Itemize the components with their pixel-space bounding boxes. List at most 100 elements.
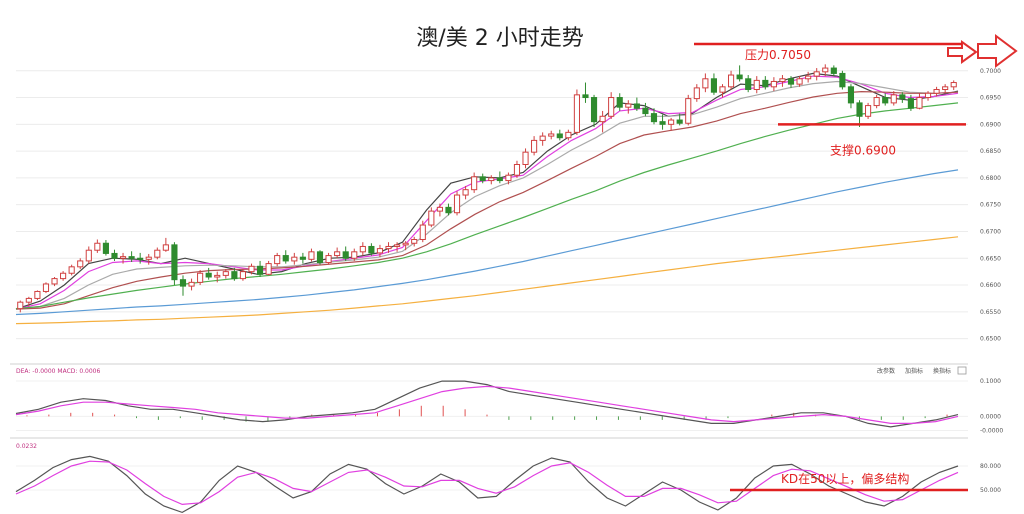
candle-body bbox=[342, 251, 349, 259]
candle-body bbox=[830, 67, 837, 74]
candle-body bbox=[505, 174, 512, 182]
candle-body bbox=[907, 98, 914, 109]
y-tick-label: 0.6850 bbox=[980, 148, 1001, 155]
candle-body bbox=[685, 98, 692, 124]
candle-body bbox=[942, 86, 949, 90]
candle-body bbox=[839, 72, 846, 88]
y-tick-label: 0.1000 bbox=[980, 378, 1001, 385]
candle-body bbox=[488, 177, 495, 182]
candle-body bbox=[316, 251, 324, 264]
candle-body bbox=[796, 78, 803, 85]
panel-button-label: 改参数 bbox=[877, 367, 895, 375]
candle-body bbox=[736, 74, 743, 80]
candle-body bbox=[453, 194, 461, 214]
candle-body bbox=[479, 176, 486, 182]
kd-annotations: KD在50以上，偏多结构 bbox=[730, 471, 968, 492]
candle-body bbox=[565, 131, 572, 139]
candle-body bbox=[34, 290, 41, 299]
candle-body bbox=[573, 94, 580, 133]
kd-k-line bbox=[15, 455, 959, 514]
candle-body bbox=[154, 249, 161, 258]
candle-body bbox=[385, 245, 392, 250]
candle-body bbox=[847, 86, 855, 104]
candle-body bbox=[68, 266, 75, 274]
macd-buttons: 改参数 加指标 换指标 bbox=[877, 366, 967, 375]
candle-body bbox=[428, 210, 435, 226]
candle-body bbox=[813, 71, 820, 77]
price-grid bbox=[16, 70, 968, 340]
y-tick-label: 0.6800 bbox=[980, 175, 1001, 182]
candle-body bbox=[351, 251, 358, 259]
chart-title: 澳/美 2 小时走势 bbox=[416, 26, 583, 51]
candle-body bbox=[522, 151, 529, 166]
candle-body bbox=[162, 244, 169, 251]
candle-body bbox=[282, 255, 289, 262]
candle-body bbox=[650, 113, 658, 123]
candle-body bbox=[419, 224, 426, 241]
resistance-label: 压力0.7050 bbox=[745, 48, 811, 62]
candle-body bbox=[513, 164, 521, 176]
candle-body bbox=[531, 139, 538, 153]
candle-body bbox=[805, 75, 812, 80]
price-annotations: 压力0.7050 支撑0.6900 bbox=[694, 42, 966, 157]
macd-dif-line bbox=[15, 380, 959, 428]
macd-histogram bbox=[26, 405, 948, 422]
candle-body bbox=[616, 97, 623, 108]
candle-body bbox=[539, 135, 546, 141]
candle-body bbox=[787, 78, 795, 85]
candle-body bbox=[231, 271, 238, 280]
candle-body bbox=[916, 97, 923, 109]
candle-body bbox=[291, 256, 298, 262]
candle-body bbox=[753, 79, 760, 91]
candle-body bbox=[214, 274, 221, 278]
y-tick-label: 0.6500 bbox=[980, 336, 1001, 343]
y-tick-label: 0.6950 bbox=[980, 95, 1001, 102]
candle-body bbox=[865, 105, 872, 117]
ma-line bbox=[15, 75, 959, 310]
close-icon bbox=[957, 366, 967, 375]
kd-d-line bbox=[15, 460, 959, 506]
candle-body bbox=[882, 97, 889, 104]
candle-body bbox=[60, 272, 67, 280]
candle-body bbox=[102, 242, 109, 254]
candle-body bbox=[762, 79, 769, 88]
candle-body bbox=[899, 94, 906, 100]
panel-button-label: 换指标 bbox=[933, 367, 951, 375]
candle-body bbox=[222, 271, 229, 276]
macd-dea-line bbox=[15, 385, 959, 424]
candle-body bbox=[334, 251, 341, 257]
y-tick-label: 80.000 bbox=[980, 463, 1001, 470]
macd-lines bbox=[15, 380, 959, 428]
candle-body bbox=[471, 176, 478, 191]
ma-line bbox=[15, 236, 959, 325]
candle-body bbox=[590, 97, 598, 123]
candle-body bbox=[188, 281, 195, 287]
candle-body bbox=[436, 206, 443, 212]
price-y-axis: 0.7000 0.6950 0.6900 0.6850 0.6800 0.6750 0.67… bbox=[980, 68, 1001, 343]
candle-body bbox=[822, 67, 829, 73]
candle-body bbox=[599, 115, 606, 123]
candle-body bbox=[924, 92, 932, 99]
candle-body bbox=[205, 272, 212, 278]
ma-line bbox=[15, 102, 959, 310]
candle-body bbox=[779, 78, 786, 82]
candle-body bbox=[128, 256, 135, 259]
candle-body bbox=[25, 297, 32, 303]
ma-line bbox=[15, 80, 959, 310]
candle-body bbox=[710, 78, 718, 93]
support-label: 支撑0.6900 bbox=[830, 142, 896, 157]
kd-label: 0.0232 bbox=[16, 443, 37, 450]
candle-body bbox=[719, 86, 726, 93]
candle-body bbox=[137, 257, 144, 260]
y-tick-label: 0.7000 bbox=[980, 68, 1001, 75]
kd-lines bbox=[15, 455, 959, 514]
candle-body bbox=[239, 271, 247, 280]
candle-body bbox=[171, 244, 178, 281]
candle-body bbox=[633, 103, 640, 109]
y-tick-label: 0.6600 bbox=[980, 282, 1001, 289]
candle-body bbox=[394, 244, 401, 247]
candle-body bbox=[265, 263, 272, 275]
candle-body bbox=[668, 119, 675, 125]
panel-button-label: 加指标 bbox=[905, 367, 923, 375]
